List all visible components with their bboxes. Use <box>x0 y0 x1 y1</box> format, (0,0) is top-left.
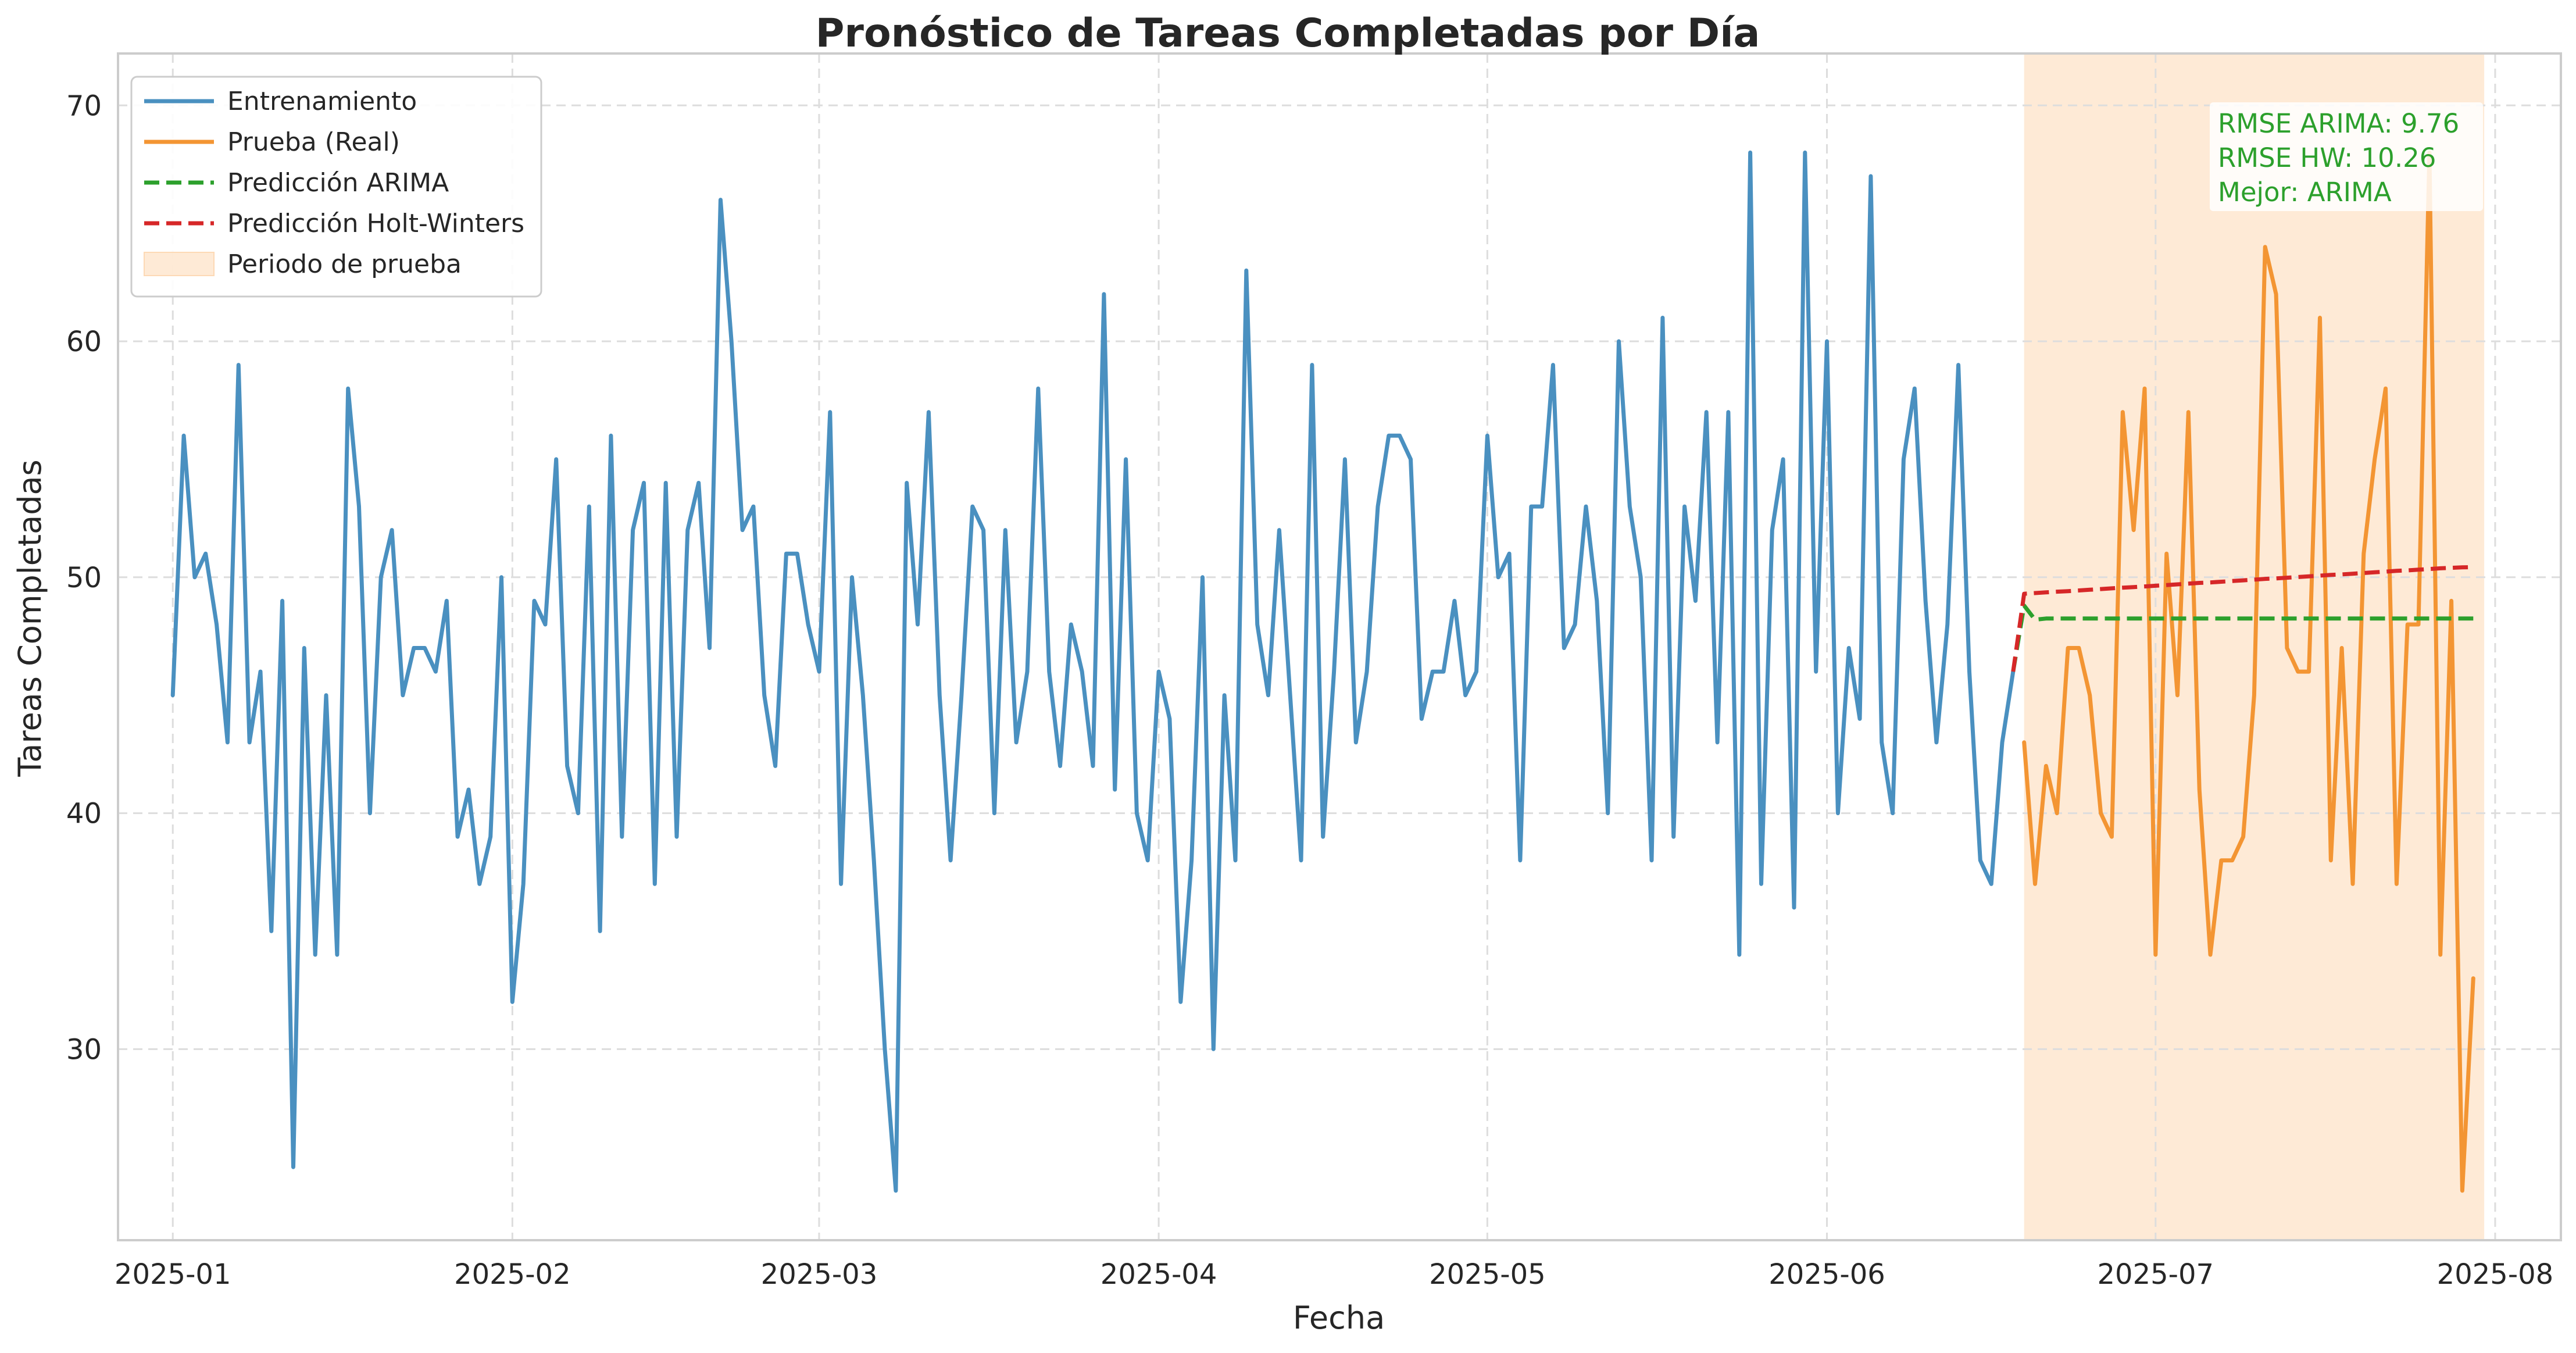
series-line-3 <box>2011 604 2474 672</box>
x-tick-label: 2025-07 <box>2098 1258 2214 1291</box>
series-line-1 <box>170 150 2016 1193</box>
x-axis-label: Fecha <box>1293 1300 1385 1336</box>
x-tick-label: 2025-06 <box>1768 1258 1885 1291</box>
y-tick-label: 70 <box>66 90 102 122</box>
legend-label: Predicción ARIMA <box>227 168 449 198</box>
x-tick-label: 2025-05 <box>1429 1258 1546 1291</box>
y-tick-label: 60 <box>66 326 102 358</box>
legend-box <box>130 76 542 298</box>
y-tick-label: 30 <box>66 1033 102 1066</box>
legend-label: Entrenamiento <box>227 87 417 116</box>
x-tick-label: 2025-03 <box>761 1258 878 1291</box>
x-tick-label: 2025-01 <box>115 1258 231 1291</box>
legend-label: Periodo de prueba <box>227 249 462 279</box>
plot-frame <box>117 52 2562 1241</box>
legend: Entrenamiento Prueba (Real) Predicción ARI… <box>130 76 542 298</box>
annotation-line: RMSE HW: 10.26 <box>2218 142 2436 173</box>
series-line-4 <box>2011 565 2474 672</box>
annotation-box <box>2210 102 2483 211</box>
y-tick-label: 40 <box>66 798 102 830</box>
chart-title: Pronóstico de Tareas Completadas por Día <box>816 10 1760 56</box>
x-tick-label: 2025-04 <box>1101 1258 1217 1291</box>
x-tick-label: 2025-08 <box>2437 1258 2554 1291</box>
x-tick-label: 2025-02 <box>454 1258 571 1291</box>
annotation-line: RMSE ARIMA: 9.76 <box>2218 108 2459 139</box>
legend-label: Prueba (Real) <box>227 127 400 157</box>
legend-label: Predicción Holt-Winters <box>227 209 524 238</box>
y-tick-label: 50 <box>66 562 102 594</box>
y-axis-label: Tareas Completadas <box>12 459 48 777</box>
legend-swatch <box>144 252 215 276</box>
series-line-2 <box>2022 150 2475 1193</box>
annotation-line: Mejor: ARIMA <box>2218 177 2392 208</box>
